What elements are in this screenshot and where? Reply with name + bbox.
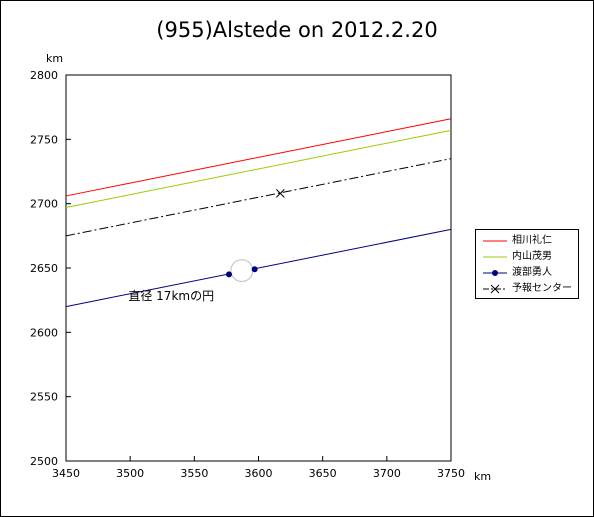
legend-label: 予報センター bbox=[512, 283, 572, 294]
legend-item: 内山茂男 bbox=[481, 250, 552, 264]
y-tick-label: 2500 bbox=[30, 455, 58, 468]
legend-label: 内山茂男 bbox=[512, 251, 552, 262]
y-axis-unit-label: km bbox=[46, 52, 64, 65]
series-line-2 bbox=[65, 129, 452, 209]
data-point-marker bbox=[225, 271, 232, 278]
y-tick-label: 2600 bbox=[30, 326, 58, 339]
y-tick-label: 2700 bbox=[30, 198, 58, 211]
circle-annotation: 直径 17kmの円 bbox=[128, 289, 214, 303]
legend-swatch bbox=[483, 256, 507, 258]
x-tick-label: 3600 bbox=[245, 467, 273, 480]
x-tick-label: 3550 bbox=[180, 467, 208, 480]
legend-label: 渡部勇人 bbox=[512, 267, 552, 278]
chart-title: (955)Alstede on 2012.2.20 bbox=[156, 18, 438, 42]
series-line-1 bbox=[65, 118, 452, 197]
series-line-4 bbox=[65, 158, 452, 237]
x-tick-label: 3700 bbox=[373, 467, 401, 480]
legend-item: 渡部勇人 bbox=[481, 266, 552, 280]
legend: 相川礼仁内山茂男渡部勇人予報センター bbox=[475, 229, 579, 299]
legend-swatch bbox=[483, 240, 507, 242]
legend-swatch-cross bbox=[490, 284, 500, 294]
x-tick-label: 3750 bbox=[437, 467, 465, 480]
series-line-3 bbox=[65, 228, 452, 308]
y-tick-label: 2800 bbox=[30, 69, 58, 82]
y-tick-label: 2550 bbox=[30, 391, 58, 404]
legend-swatch bbox=[483, 270, 507, 276]
legend-swatch bbox=[483, 284, 507, 294]
cross-marker-stroke bbox=[275, 189, 285, 198]
y-tick-label: 2650 bbox=[30, 262, 58, 275]
legend-label: 相川礼仁 bbox=[512, 235, 552, 246]
x-axis-unit-label: km bbox=[474, 470, 492, 483]
diameter-circle bbox=[230, 259, 254, 283]
x-tick-label: 3500 bbox=[116, 467, 144, 480]
legend-item: 相川礼仁 bbox=[481, 234, 552, 248]
legend-item: 予報センター bbox=[481, 282, 572, 296]
y-tick-label: 2750 bbox=[30, 133, 58, 146]
x-tick-label: 3650 bbox=[309, 467, 337, 480]
data-point-marker bbox=[251, 266, 258, 273]
x-tick-label: 3450 bbox=[52, 467, 80, 480]
legend-swatch-marker bbox=[492, 270, 498, 276]
